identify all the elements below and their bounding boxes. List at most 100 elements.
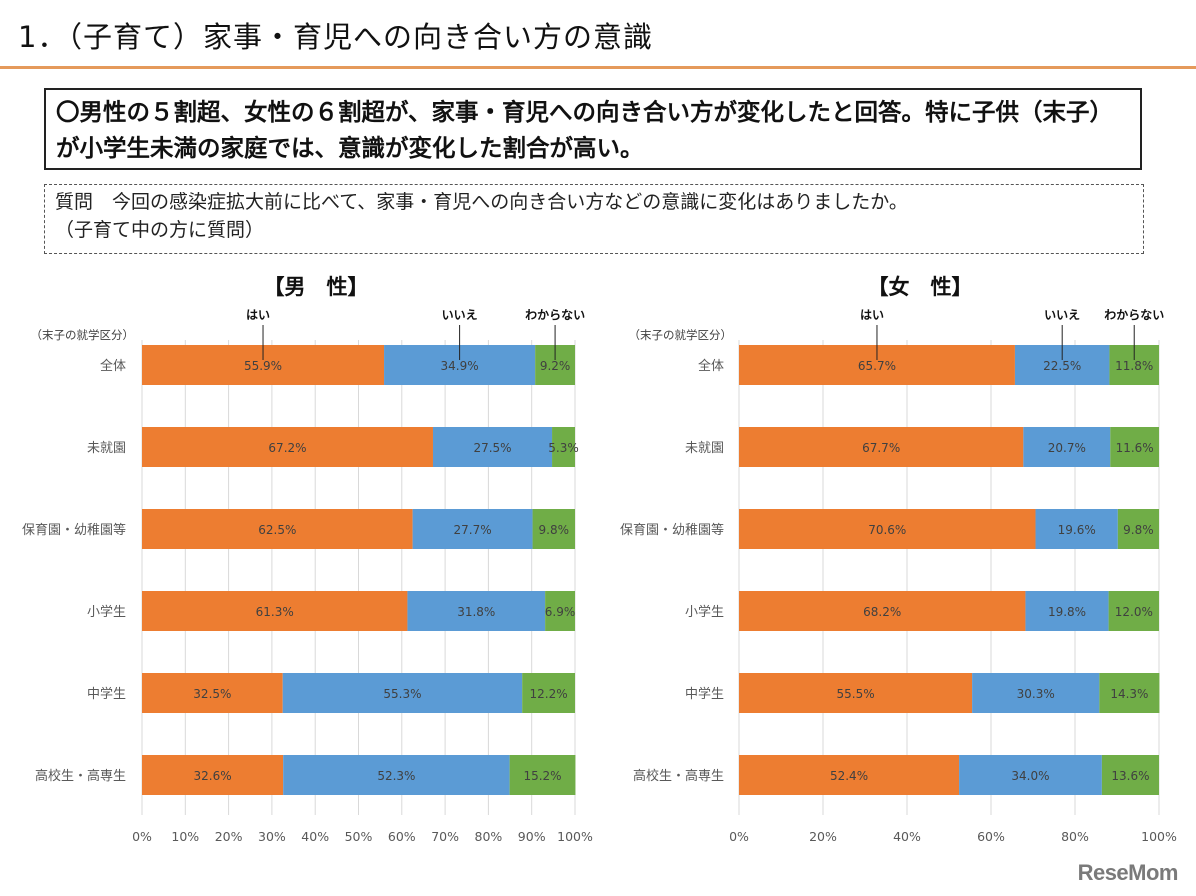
female-data-label-no: 19.6% [1058,523,1096,537]
male-x-tick-label: 10% [171,829,199,844]
female-data-label-yes: 55.5% [836,687,874,701]
male-data-label-yes: 32.6% [194,769,232,783]
female-bar-segment-no [972,673,1100,713]
female-category-label: 小学生 [685,604,724,620]
female-data-label-no: 34.0% [1011,769,1049,783]
male-bar-segment-yes [142,755,284,795]
male-data-label-yes: 32.5% [193,687,231,701]
female-data-label-no: 19.8% [1048,605,1086,619]
female-bar-segment-yes [739,509,1036,549]
female-bar-segment-unknown [1101,755,1159,795]
male-data-label-unknown: 6.9% [545,605,576,619]
question-note: （子育て中の方に質問） [55,219,265,241]
summary-box: 〇男性の５割超、女性の６割超が、家事・育児への向き合い方が変化したと回答。特に子… [44,88,1142,170]
female-bar-segment-no [1035,509,1118,549]
male-bar-segment-no [282,673,523,713]
male-x-tick-label: 60% [388,829,416,844]
male-data-label-yes: 67.2% [268,441,306,455]
male-bar-segment-yes [142,509,413,549]
female-bar-segment-unknown [1099,673,1160,713]
male-bar-segment-unknown [545,591,575,631]
male-category-label: 未就園 [87,441,126,456]
female-x-tick-label: 100% [1141,829,1177,844]
male-bar-segment-no [432,427,553,467]
male-data-label-unknown: 15.2% [523,769,561,783]
female-x-tick-label: 0% [729,829,749,844]
female-bar-segment-yes [739,427,1024,467]
male-category-label: 中学生 [87,686,126,702]
male-data-label-no: 52.3% [377,769,415,783]
male-chart-title: 【男 性】 [264,275,369,299]
female-bar-segment-unknown [1117,509,1159,549]
female-bar-segment-yes [739,591,1026,631]
male-bar-segment-unknown [532,509,575,549]
female-bar-segment-unknown [1108,591,1159,631]
male-x-tick-label: 0% [132,829,152,844]
female-category-label: 中学生 [685,686,724,702]
female-x-tick-label: 40% [893,829,921,844]
male-bar-segment-unknown [509,755,576,795]
male-x-tick-label: 40% [301,829,329,844]
female-data-label-unknown: 13.6% [1111,769,1149,783]
male-bar-segment-yes [142,591,408,631]
female-data-label-unknown: 12.0% [1115,605,1153,619]
female-data-label-yes: 70.6% [868,523,906,537]
female-data-label-unknown: 14.3% [1110,687,1148,701]
female-legend-label-unknown: わからない [1104,308,1164,322]
female-bar-segment-no [1023,427,1111,467]
female-legend-label-no: いいえ [1044,308,1080,322]
female-data-label-yes: 68.2% [863,605,901,619]
summary-text: 〇男性の５割超、女性の６割超が、家事・育児への向き合い方が変化したと回答。特に子… [56,98,1114,162]
male-data-label-unknown: 9.8% [539,523,570,537]
male-x-tick-label: 70% [431,829,459,844]
male-category-label: 保育園・幼稚園等 [22,522,126,538]
male-category-label: 高校生・高専生 [35,768,126,784]
male-bar-segment-yes [142,673,283,713]
female-data-label-yes: 52.4% [830,769,868,783]
female-data-label-unknown: 9.8% [1123,523,1154,537]
female-data-label-no: 20.7% [1048,441,1086,455]
female-chart-title: 【女 性】 [868,275,973,299]
female-data-label-no: 30.3% [1017,687,1055,701]
female-data-label-unknown: 11.8% [1115,359,1153,373]
female-category-header: （末子の就学区分） [629,328,733,342]
watermark-logo: ReseMom [1077,860,1179,885]
female-category-label: 未就園 [685,441,724,456]
male-bar-segment-no [407,591,546,631]
male-x-tick-label: 20% [215,829,243,844]
female-x-tick-label: 20% [809,829,837,844]
male-x-tick-label: 90% [518,829,546,844]
male-category-label: 小学生 [87,604,126,620]
male-legend-label-yes: はい [246,308,270,322]
male-bar-segment-unknown [522,673,575,713]
female-bar-segment-no [1025,591,1109,631]
male-data-label-yes: 61.3% [256,605,294,619]
male-x-tick-label: 50% [345,829,373,844]
female-x-tick-label: 60% [977,829,1005,844]
female-category-label: 高校生・高専生 [633,768,724,784]
female-bar-segment-yes [739,755,960,795]
male-data-label-yes: 62.5% [258,523,296,537]
female-category-label: 保育園・幼稚園等 [620,522,724,538]
male-bar-segment-no [412,509,533,549]
male-data-label-yes: 55.9% [244,359,282,373]
female-data-label-unknown: 11.6% [1116,441,1154,455]
female-data-label-yes: 65.7% [858,359,896,373]
male-data-label-unknown: 5.3% [548,441,579,455]
female-bar-segment-no [959,755,1102,795]
female-category-label: 全体 [698,358,724,374]
male-x-tick-label: 100% [557,829,593,844]
female-bar-segment-unknown [1110,427,1159,467]
male-data-label-no: 31.8% [457,605,495,619]
male-legend-label-unknown: わからない [525,308,585,322]
male-x-tick-label: 80% [475,829,503,844]
male-data-label-unknown: 12.2% [530,687,568,701]
female-x-tick-label: 80% [1061,829,1089,844]
male-data-label-no: 27.7% [454,523,492,537]
female-data-label-yes: 67.7% [862,441,900,455]
male-bar-segment-yes [142,427,433,467]
question-box: 質問 今回の感染症拡大前に比べて、家事・育児への向き合い方などの意識に変化はあり… [44,184,1144,254]
male-category-label: 全体 [100,358,126,374]
female-data-label-no: 22.5% [1043,359,1081,373]
male-bar-segment-unknown [552,427,575,467]
